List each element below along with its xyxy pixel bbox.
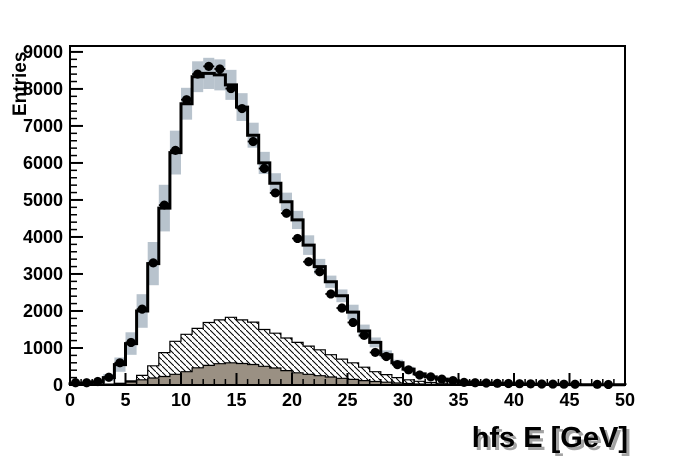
data-point <box>426 372 436 382</box>
x-tick-label: 30 <box>393 390 413 410</box>
data-point <box>603 379 613 390</box>
data-point <box>559 379 569 389</box>
y-axis-title: Entries <box>10 51 31 116</box>
data-point <box>514 379 525 389</box>
x-axis-title: hfs E [GeV] <box>471 422 628 454</box>
y-tick-label: 6000 <box>23 153 63 173</box>
data-point <box>115 358 125 368</box>
data-point <box>292 233 303 244</box>
data-point <box>181 95 192 105</box>
data-point <box>270 188 280 198</box>
x-tick-label: 20 <box>282 390 302 410</box>
data-point <box>359 330 369 341</box>
x-tick-label: 10 <box>171 390 191 410</box>
data-points <box>70 61 614 390</box>
data-point <box>204 61 214 71</box>
data-point <box>470 378 480 388</box>
data-point <box>170 145 181 155</box>
data-point <box>193 69 203 79</box>
data-point <box>370 347 380 358</box>
data-point <box>137 304 147 314</box>
y-tick-label: 4000 <box>23 227 63 247</box>
data-point <box>448 375 458 386</box>
data-point <box>526 379 536 389</box>
data-point <box>459 377 469 388</box>
data-point <box>159 200 169 210</box>
plot-frame <box>69 45 626 386</box>
x-tick-label: 50 <box>615 390 635 410</box>
y-tick-label: 5000 <box>23 190 63 210</box>
data-point <box>503 378 514 389</box>
data-point <box>415 370 425 380</box>
data-point <box>304 257 314 267</box>
x-tick-label: 0 <box>65 390 75 410</box>
x-tick-label: 35 <box>448 390 468 410</box>
data-point <box>82 378 92 388</box>
data-point <box>381 351 391 362</box>
data-point <box>237 103 247 114</box>
y-tick-label: 7000 <box>23 116 63 136</box>
data-point <box>548 379 558 389</box>
data-point <box>281 208 292 218</box>
data-point <box>148 258 158 268</box>
data-point <box>70 378 81 388</box>
data-point <box>348 317 358 328</box>
y-tick-label: 8000 <box>23 79 63 99</box>
data-point <box>481 378 491 388</box>
data-point <box>437 374 447 384</box>
x-tick-label: 40 <box>504 390 524 410</box>
data-point <box>537 379 547 389</box>
x-tick-label: 15 <box>226 390 246 410</box>
axis-labels: 0 1000 2000 3000 4000 5000 6000 7000 8000 9000 0 5 1… <box>23 42 635 410</box>
data-point <box>570 379 580 389</box>
data-point <box>403 365 414 375</box>
mc-histogram-line <box>68 71 627 387</box>
data-point <box>259 163 269 174</box>
data-point <box>248 136 258 147</box>
data-point <box>392 360 403 370</box>
axis-ticks <box>69 50 626 386</box>
y-tick-label: 2000 <box>23 301 63 321</box>
data-point <box>337 303 347 313</box>
data-point <box>126 337 136 348</box>
data-point <box>592 379 602 389</box>
mc-uncertainty-band <box>70 57 570 385</box>
x-tick-label: 25 <box>337 390 357 410</box>
data-point <box>104 372 114 382</box>
data-point <box>215 64 225 74</box>
y-tick-label: 1000 <box>23 338 63 358</box>
x-tick-label: 5 <box>120 390 130 410</box>
y-tick-label: 9000 <box>23 42 63 62</box>
data-point <box>326 289 336 299</box>
data-point <box>226 83 236 94</box>
data-point <box>492 378 502 388</box>
data-point <box>315 267 325 277</box>
y-tick-label: 3000 <box>23 264 63 284</box>
x-tick-label: 45 <box>559 390 579 410</box>
y-tick-label: 0 <box>53 375 63 395</box>
data-point <box>93 376 103 387</box>
